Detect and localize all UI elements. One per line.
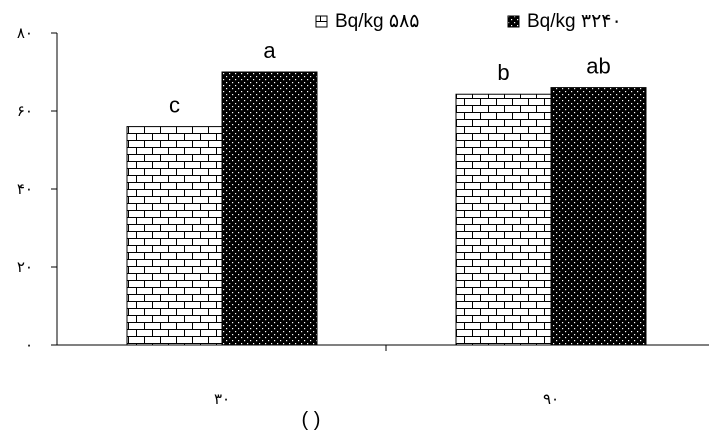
bar-low-0 bbox=[126, 126, 223, 346]
y-tick-label: ۶۰ bbox=[17, 102, 33, 120]
y-tick-label: ۴۰ bbox=[17, 180, 33, 198]
legend-label: Bq/kg ۳۲۴۰ bbox=[527, 11, 622, 32]
legend-label: Bq/kg ۵۸۵ bbox=[335, 11, 419, 32]
y-axis-ticks: ۰ ۲۰ ۴۰ ۶۰ ۸۰ bbox=[17, 24, 57, 354]
bar-significance-letter: a bbox=[263, 38, 276, 63]
significance-letters: c b a ab bbox=[169, 38, 611, 118]
bar-high-1 bbox=[550, 87, 647, 346]
bar-significance-letter: ab bbox=[586, 54, 610, 79]
x-axis-label: ( ) bbox=[302, 409, 321, 431]
bars bbox=[126, 71, 647, 346]
x-tick-label: ۹۰ bbox=[543, 390, 559, 408]
y-tick-label: ۰ bbox=[25, 336, 33, 354]
bar-low-1 bbox=[455, 93, 552, 346]
dot-pattern-swatch-icon bbox=[507, 15, 520, 28]
bar-significance-letter: b bbox=[497, 60, 509, 85]
x-tick-label: ۳۰ bbox=[214, 390, 230, 408]
bar-significance-letter: c bbox=[169, 93, 180, 118]
y-tick-label: ۲۰ bbox=[17, 258, 33, 276]
legend: Bq/kg ۵۸۵ Bq/kg ۳۲۴۰ bbox=[315, 11, 622, 32]
bar-high-0 bbox=[221, 71, 318, 346]
brick-pattern-swatch-icon bbox=[315, 15, 328, 28]
y-tick-label: ۸۰ bbox=[17, 24, 33, 42]
x-axis-tick-labels: ۳۰ ۹۰ bbox=[214, 390, 559, 408]
